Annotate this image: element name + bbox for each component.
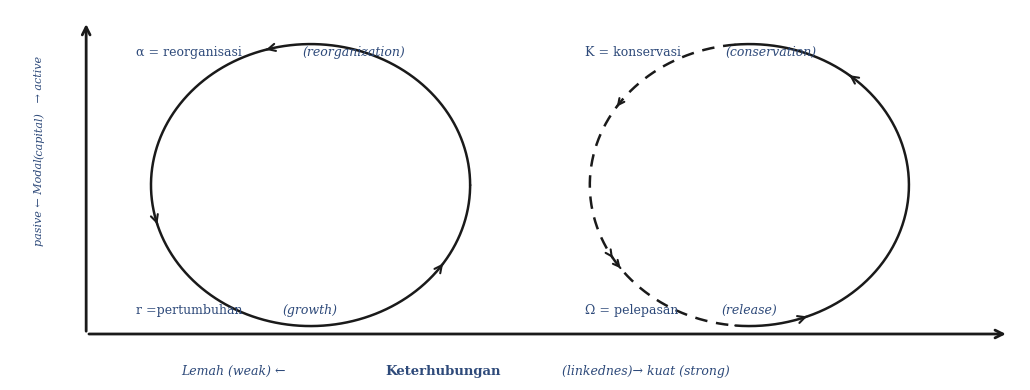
Text: Keterhubungan: Keterhubungan — [385, 365, 501, 378]
Text: (reorganization): (reorganization) — [302, 46, 405, 59]
Text: K = konservasi: K = konservasi — [585, 46, 685, 59]
Text: (conservation): (conservation) — [725, 46, 817, 59]
Text: (growth): (growth) — [282, 304, 338, 317]
Text: α = reorganisasi: α = reorganisasi — [136, 46, 246, 59]
Text: r =pertumbuhan: r =pertumbuhan — [136, 304, 246, 317]
Text: (capital): (capital) — [34, 112, 44, 159]
Text: (linkednes)→ kuat (strong): (linkednes)→ kuat (strong) — [558, 365, 729, 378]
Text: (release): (release) — [722, 304, 778, 317]
Text: → active: → active — [34, 56, 44, 106]
Text: pasive ← Modal: pasive ← Modal — [34, 154, 44, 246]
Text: Ω = pelepasan: Ω = pelepasan — [585, 304, 682, 317]
Text: Lemah (weak) ←: Lemah (weak) ← — [181, 365, 289, 378]
